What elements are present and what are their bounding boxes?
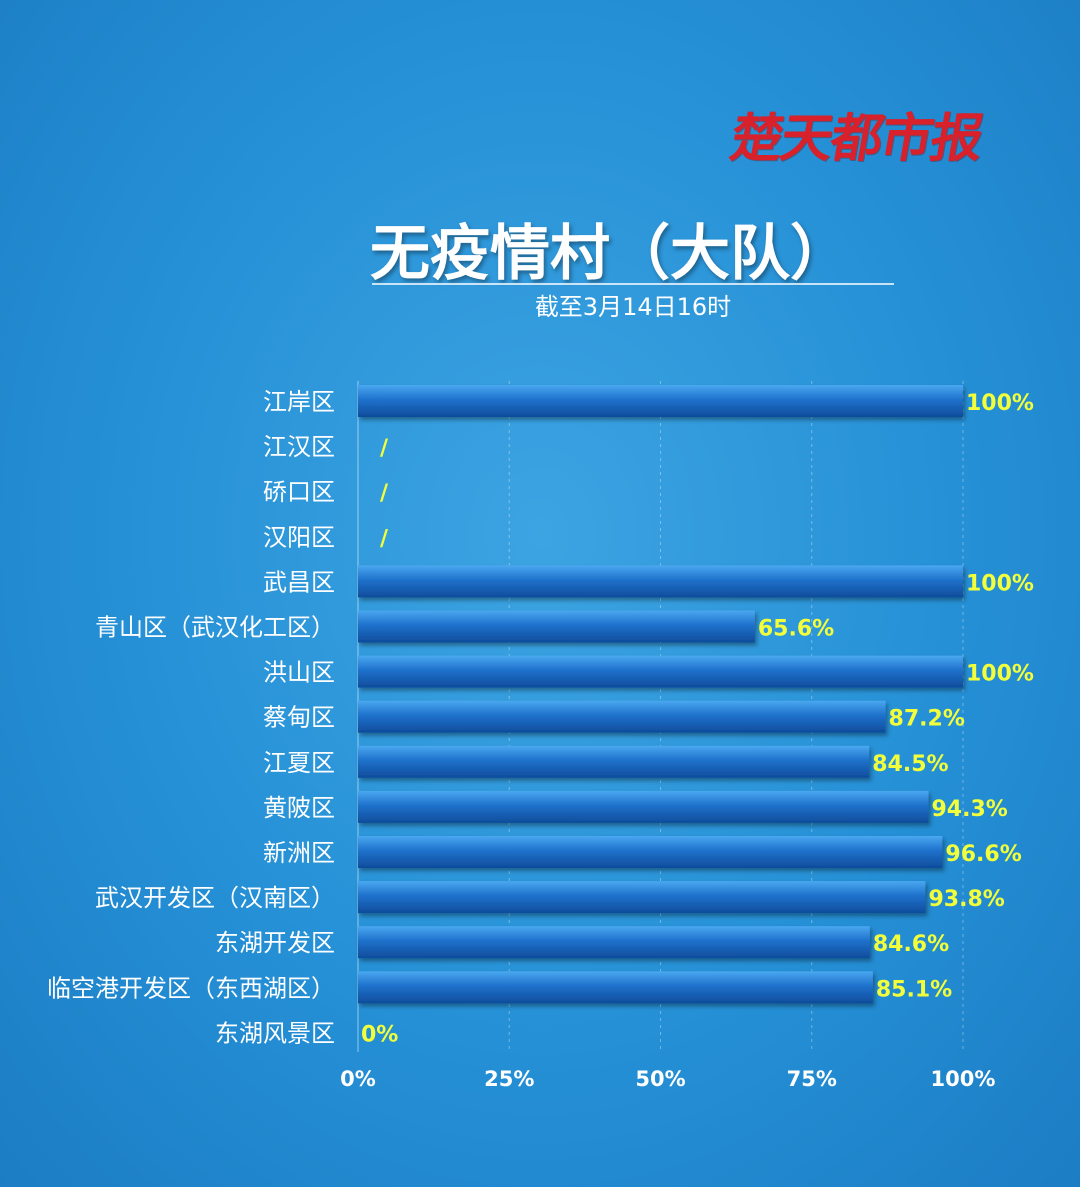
- category-label: 武昌区: [263, 568, 335, 596]
- category-label: 江夏区: [263, 749, 335, 777]
- value-label: 94.3%: [932, 797, 1008, 822]
- value-label: 100%: [966, 662, 1034, 687]
- bar: [358, 881, 926, 914]
- bar: [358, 700, 886, 733]
- chart-subtitle: 截至3月14日16时: [534, 293, 732, 321]
- category-label: 临空港开发区（东西湖区）: [47, 974, 335, 1002]
- value-label: 85.1%: [876, 977, 952, 1002]
- bar: [358, 745, 870, 778]
- x-tick-label: 50%: [635, 1067, 685, 1091]
- category-label: 蔡甸区: [263, 704, 335, 732]
- value-label: 84.5%: [872, 752, 948, 777]
- value-label: 87.2%: [889, 707, 965, 732]
- category-label: 新洲区: [263, 839, 335, 867]
- bar: [358, 790, 929, 823]
- value-label: 100%: [966, 571, 1034, 596]
- category-label: 东湖风景区: [215, 1019, 335, 1047]
- value-label: 65.6%: [758, 617, 834, 642]
- category-label: 黄陂区: [263, 794, 335, 822]
- x-tick-label: 75%: [787, 1067, 837, 1091]
- category-label: 汉阳区: [263, 523, 335, 551]
- value-label: /: [380, 481, 389, 506]
- bar: [358, 836, 943, 868]
- bar: [358, 971, 873, 1004]
- bar: [358, 385, 963, 417]
- category-label: 武汉开发区（汉南区）: [95, 884, 335, 912]
- x-tick-label: 0%: [340, 1067, 376, 1091]
- title-divider: [372, 283, 894, 285]
- bar: [358, 610, 755, 643]
- category-label: 青山区（武汉化工区）: [95, 614, 335, 642]
- value-label: 96.6%: [945, 842, 1021, 867]
- x-tick-label: 100%: [931, 1067, 996, 1091]
- category-label: 江岸区: [263, 388, 335, 416]
- value-label: 84.6%: [873, 932, 949, 957]
- value-label: 93.8%: [928, 887, 1004, 912]
- value-label: /: [380, 526, 389, 551]
- chart-title: 无疫情村（大队）: [370, 219, 850, 289]
- bar: [358, 655, 963, 688]
- category-label: 硚口区: [263, 478, 335, 506]
- category-label: 洪山区: [263, 659, 335, 687]
- category-label: 江汉区: [263, 433, 335, 461]
- value-label: /: [380, 436, 389, 461]
- x-tick-label: 25%: [484, 1067, 534, 1091]
- bar: [358, 565, 963, 598]
- value-label: 100%: [966, 391, 1034, 416]
- value-label: 0%: [361, 1022, 398, 1047]
- bar: [358, 926, 870, 959]
- category-label: 东湖开发区: [215, 929, 335, 957]
